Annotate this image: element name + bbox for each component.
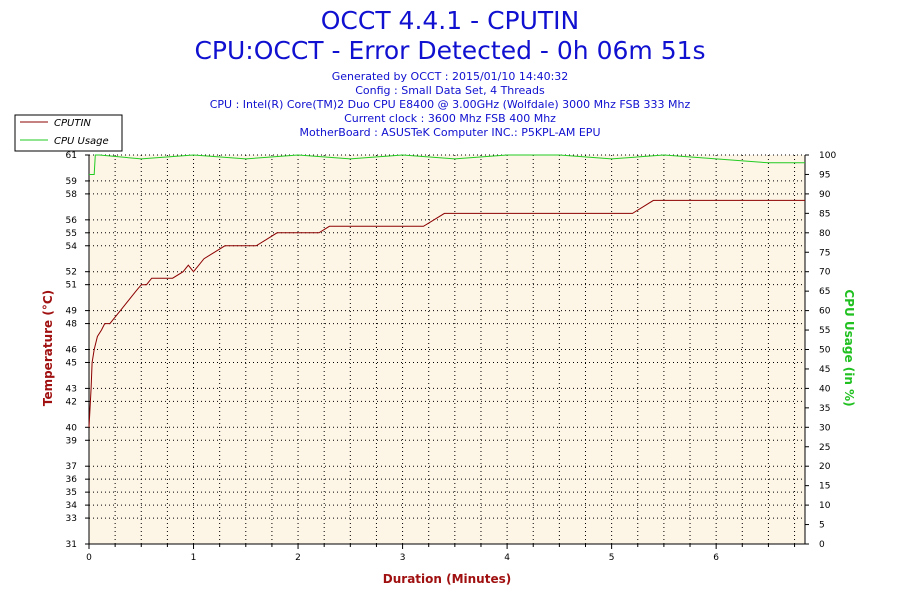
- y-right-tick-label: 80: [819, 229, 831, 239]
- y-left-tick-label: 34: [66, 501, 78, 511]
- info-line: Config : Small Data Set, 4 Threads: [355, 84, 545, 97]
- y-right-tick-label: 5: [819, 521, 825, 531]
- legend: CPUTIN CPU Usage: [14, 114, 123, 152]
- y-right-axis-label: CPU Usage (in %): [842, 289, 856, 406]
- y-left-tick-label: 40: [66, 423, 78, 433]
- y-left-tick-label: 46: [66, 346, 78, 356]
- y-right-tick-label: 60: [819, 307, 831, 317]
- y-right-tick-label: 20: [819, 462, 831, 472]
- y-left-tick-label: 36: [66, 475, 78, 485]
- y-right-tick-label: 100: [819, 151, 836, 161]
- y-left-axis-label: Temperature (°C): [41, 290, 55, 406]
- y-left-tick-label: 42: [66, 397, 77, 407]
- info-line: Generated by OCCT : 2015/01/10 14:40:32: [332, 70, 569, 83]
- y-right-tick-label: 30: [819, 423, 831, 433]
- grid-lines: [89, 154, 805, 545]
- y-left-tick-label: 33: [66, 514, 77, 524]
- y-left-tick-label: 51: [66, 281, 77, 291]
- info-line: Current clock : 3600 Mhz FSB 400 Mhz: [344, 112, 556, 125]
- y-left-tick-label: 39: [66, 436, 78, 446]
- y-left-tick-label: 48: [66, 320, 78, 330]
- y-right-tick-label: 90: [819, 190, 831, 200]
- right-axis-ticks: 0 5 10 15 20 25 30 35 40 45 50 55 60 65 70 75 80 85 90 95 10…: [805, 151, 836, 550]
- y-left-tick-label: 61: [66, 151, 77, 161]
- info-line: CPU : Intel(R) Core(TM)2 Duo CPU E8400 @…: [210, 98, 691, 111]
- series-line-cpu-usage: [89, 154, 805, 175]
- y-left-tick-label: 55: [66, 229, 77, 239]
- y-left-tick-label: 45: [66, 358, 77, 368]
- y-left-tick-label: 49: [66, 307, 78, 317]
- x-tick-label: 6: [713, 553, 719, 563]
- legend-label-cputin: CPUTIN: [54, 118, 91, 129]
- chart-subtitle: CPU:OCCT - Error Detected - 0h 06m 51s: [194, 36, 705, 65]
- y-left-tick-label: 59: [66, 177, 78, 187]
- series-layer: [88, 154, 805, 428]
- y-right-tick-label: 35: [819, 404, 830, 414]
- legend-box: [14, 114, 123, 152]
- y-left-tick-label: 56: [66, 216, 78, 226]
- y-left-tick-label: 58: [66, 190, 78, 200]
- x-axis-label: Duration (Minutes): [383, 572, 511, 586]
- y-right-tick-label: 70: [819, 268, 831, 278]
- y-right-tick-label: 0: [819, 540, 825, 550]
- y-left-tick-label: 54: [66, 242, 78, 252]
- y-left-tick-label: 52: [66, 268, 77, 278]
- x-tick-label: 0: [86, 553, 92, 563]
- info-line: MotherBoard : ASUSTeK Computer INC.: P5K…: [299, 126, 600, 139]
- y-right-tick-label: 45: [819, 365, 830, 375]
- info-lines: Generated by OCCT : 2015/01/10 14:40:32C…: [210, 70, 691, 139]
- y-left-tick-label: 37: [66, 462, 77, 472]
- y-right-tick-label: 50: [819, 346, 831, 356]
- y-left-tick-label: 35: [66, 488, 77, 498]
- x-tick-label: 3: [400, 553, 406, 563]
- x-tick-label: 5: [609, 553, 615, 563]
- left-axis-ticks: 31 33 34 35 36 37 39 40 42 43 45 46 48 49 51 52 54 55 56 58…: [66, 151, 89, 550]
- legend-label-cpu-usage: CPU Usage: [54, 136, 109, 147]
- y-left-tick-label: 43: [66, 384, 77, 394]
- y-right-tick-label: 75: [819, 248, 830, 258]
- x-tick-label: 2: [295, 553, 301, 563]
- series-line-cputin: [88, 199, 805, 428]
- chart-title: OCCT 4.4.1 - CPUTIN: [321, 6, 580, 35]
- y-left-tick-label: 31: [66, 540, 77, 550]
- y-right-tick-label: 95: [819, 170, 830, 180]
- y-right-tick-label: 25: [819, 443, 830, 453]
- x-tick-label: 4: [504, 553, 510, 563]
- y-right-tick-label: 85: [819, 209, 830, 219]
- y-right-tick-label: 55: [819, 326, 830, 336]
- y-right-tick-label: 65: [819, 287, 830, 297]
- x-tick-label: 1: [191, 553, 197, 563]
- y-right-tick-label: 40: [819, 384, 831, 394]
- y-right-tick-label: 10: [819, 501, 831, 511]
- y-right-tick-label: 15: [819, 482, 830, 492]
- x-axis-ticks: 0 1 2 3 4 5 6: [86, 544, 796, 563]
